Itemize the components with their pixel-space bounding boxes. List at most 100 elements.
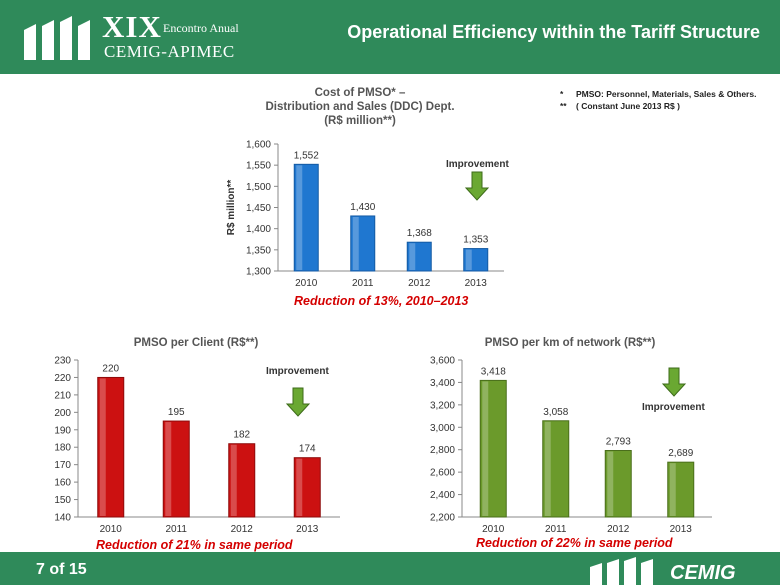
y-tick-label: 1,500 — [246, 182, 271, 193]
y-tick-label: 2,600 — [430, 468, 455, 479]
y-tick-label: 1,600 — [246, 140, 271, 151]
bar-highlight — [544, 421, 551, 516]
x-tick-label: 2011 — [165, 524, 187, 535]
value-label: 3,058 — [543, 407, 568, 418]
y-tick-label: 170 — [54, 460, 71, 471]
reduction-note-cost: Reduction of 13%, 2010–2013 — [294, 294, 469, 308]
x-tick-label: 2011 — [545, 524, 567, 535]
footer-band — [0, 552, 780, 585]
bar-highlight — [465, 249, 472, 270]
page-number: 7 of 15 — [36, 561, 87, 578]
reduction-note-client: Reduction of 21% in same period — [96, 538, 293, 552]
improvement-label: Improvement — [446, 159, 509, 170]
bar-2012 — [604, 449, 632, 518]
y-tick-label: 200 — [54, 408, 71, 419]
y-tick-label: 2,400 — [430, 490, 455, 501]
y-tick-label: 210 — [54, 390, 71, 401]
improvement-label: Improvement — [266, 366, 329, 377]
logo-subtitle: Encontro Anual — [163, 21, 239, 35]
bar-highlight — [230, 444, 237, 516]
down-arrow-icon — [464, 171, 490, 201]
y-tick-label: 1,550 — [246, 161, 271, 172]
bar-2010 — [97, 376, 125, 518]
bar-2013 — [667, 461, 695, 518]
y-tick-label: 3,200 — [430, 400, 455, 411]
y-tick-label: 1,300 — [246, 267, 271, 278]
bar-highlight — [669, 463, 676, 516]
x-tick-label: 2013 — [670, 524, 693, 535]
y-tick-label: 150 — [54, 495, 71, 506]
pmso-per-km-chart: PMSO per km of network (R$**) 2,200 2,400 2… — [430, 337, 712, 535]
value-label: 182 — [233, 430, 250, 441]
value-label: 3,418 — [481, 366, 506, 377]
chart-title-line: PMSO per km of network (R$**) — [485, 337, 656, 349]
value-label: 220 — [102, 363, 119, 374]
bar-2012 — [228, 443, 256, 518]
bar-highlight — [409, 243, 416, 270]
chart-title-line: (R$ million**) — [324, 115, 396, 127]
bar-highlight — [482, 381, 489, 516]
x-tick-label: 2013 — [296, 524, 319, 535]
bar-highlight — [296, 165, 303, 270]
bar-2010 — [293, 163, 319, 272]
bar-2010 — [479, 379, 507, 518]
bar-2013 — [463, 248, 489, 272]
chart-title-line: PMSO per Client (R$**) — [134, 337, 259, 349]
footnote-1: * PMSO: Personnel, Materials, Sales & Oth… — [560, 89, 756, 99]
bar-highlight — [607, 451, 614, 516]
x-tick-label: 2010 — [100, 524, 123, 535]
x-tick-label: 2012 — [408, 278, 431, 289]
bar-highlight — [165, 422, 172, 516]
building-footer-icon — [590, 557, 653, 585]
bar-highlight — [99, 378, 106, 516]
y-tick-label: 1,350 — [246, 245, 271, 256]
cemig-logo: CEMIG — [670, 562, 736, 583]
bar-2012 — [406, 241, 432, 272]
value-label: 1,430 — [350, 202, 375, 213]
footnote-2-mark: ** — [560, 101, 567, 111]
value-label: 1,368 — [407, 228, 432, 239]
x-tick-label: 2010 — [482, 524, 505, 535]
footnote-1-mark: * — [560, 89, 564, 99]
bar-2011 — [350, 215, 376, 272]
chart-title-line: Cost of PMSO* – — [315, 87, 406, 99]
y-tick-label: 1,400 — [246, 224, 271, 235]
footnote-2: ** ( Constant June 2013 R$ ) — [560, 101, 680, 111]
y-tick-label: 1,450 — [246, 203, 271, 214]
value-label: 174 — [299, 444, 316, 455]
x-tick-label: 2010 — [295, 278, 318, 289]
x-tick-label: 2013 — [465, 278, 488, 289]
reduction-note-km: Reduction of 22% in same period — [476, 536, 673, 550]
down-arrow-icon — [661, 367, 687, 397]
y-tick-label: 3,000 — [430, 423, 455, 434]
y-tick-label: 2,200 — [430, 513, 455, 524]
building-logo-icon — [24, 16, 90, 60]
y-tick-label: 3,600 — [430, 356, 455, 367]
y-axis-label: R$ million** — [226, 180, 237, 236]
logo-org: CEMIG-APIMEC — [104, 42, 235, 61]
cemig-logo-text: CEMIG — [670, 562, 736, 583]
value-label: 2,689 — [668, 448, 693, 459]
y-tick-label: 140 — [54, 513, 71, 524]
y-tick-label: 2,800 — [430, 445, 455, 456]
pmso-per-client-chart: PMSO per Client (R$**) 140 150 160 170 180 190… — [54, 337, 340, 535]
improvement-label: Improvement — [642, 402, 705, 413]
y-tick-label: 180 — [54, 443, 71, 454]
y-tick-label: 3,400 — [430, 378, 455, 389]
value-label: 195 — [168, 407, 185, 418]
value-label: 2,793 — [606, 436, 631, 447]
bar-highlight — [296, 458, 303, 516]
cost-pmso-chart: Cost of PMSO* – Distribution and Sales (D… — [226, 87, 509, 289]
value-label: 1,552 — [294, 150, 319, 161]
x-tick-label: 2011 — [352, 278, 374, 289]
x-tick-label: 2012 — [607, 524, 630, 535]
bar-2011 — [162, 420, 190, 518]
down-arrow-icon — [285, 387, 311, 417]
header-band: XIX Encontro Anual CEMIG-APIMEC Operatio… — [0, 0, 780, 74]
value-label: 1,353 — [463, 235, 488, 246]
logo-numeral: XIX — [102, 9, 162, 44]
y-tick-label: 230 — [54, 356, 71, 367]
y-tick-label: 160 — [54, 478, 71, 489]
y-tick-label: 220 — [54, 373, 71, 384]
bar-2013 — [293, 457, 321, 518]
